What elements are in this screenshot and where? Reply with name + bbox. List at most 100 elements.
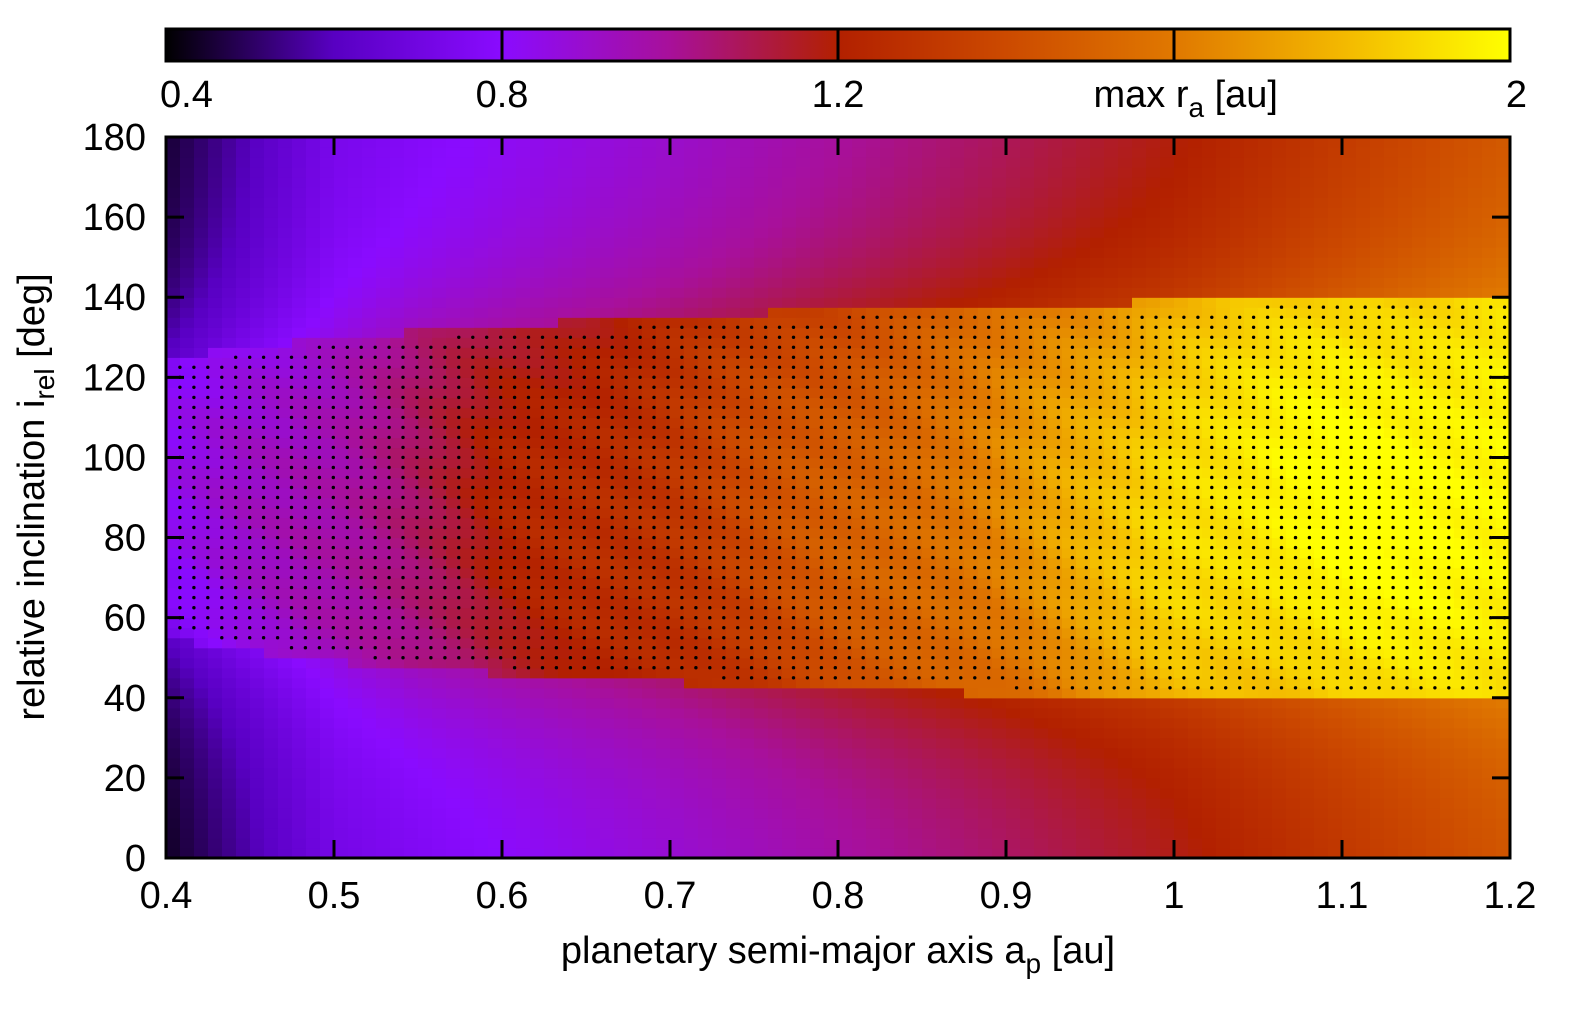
heatmap-cell [376, 207, 391, 218]
heatmap-cell [894, 347, 909, 358]
heatmap-cell [950, 627, 965, 639]
heatmap-cell [1104, 237, 1119, 248]
heatmap-cell [1034, 797, 1049, 809]
heatmap-cell [1076, 837, 1091, 849]
heatmap-cell [418, 247, 433, 258]
heatmap-cell [600, 707, 615, 719]
heatmap-cell [1048, 177, 1063, 188]
heatmap-cell [712, 547, 727, 559]
heatmap-cell [292, 597, 307, 609]
heatmap-cell [502, 167, 517, 178]
heatmap-cell [348, 457, 363, 469]
heatmap-cell [1090, 417, 1105, 428]
heatmap-cell [852, 527, 867, 539]
heatmap-cell [558, 197, 573, 208]
heatmap-cell [754, 297, 769, 308]
heatmap-cell [964, 247, 979, 258]
heatmap-cell [502, 617, 517, 629]
heatmap-cell [1076, 547, 1091, 559]
heatmap-cell [516, 437, 531, 449]
heatmap-cell [908, 687, 923, 699]
heatmap-cell [614, 397, 629, 408]
heatmap-cell [418, 587, 433, 599]
heatmap-cell [684, 757, 699, 769]
heatmap-cell [866, 777, 881, 789]
heatmap-cell [698, 377, 713, 388]
heatmap-cell [992, 237, 1007, 248]
heatmap-cell [488, 837, 503, 849]
heatmap-cell [740, 487, 755, 499]
heatmap-cell [432, 687, 447, 699]
heatmap-cell [950, 167, 965, 178]
heatmap-cell [530, 687, 545, 699]
heatmap-cell [530, 627, 545, 639]
heatmap-cell [950, 287, 965, 298]
heatmap-cell [712, 797, 727, 809]
heatmap-cell [992, 527, 1007, 539]
heatmap-cell [250, 167, 265, 178]
heatmap-cell [320, 267, 335, 278]
heatmap-cell [1020, 437, 1035, 449]
heatmap-cell [1118, 507, 1133, 519]
heatmap-cell [334, 717, 349, 729]
heatmap-cell [712, 627, 727, 639]
heatmap-cell [754, 637, 769, 649]
heatmap-cell [978, 557, 993, 569]
heatmap-cell [964, 647, 979, 659]
heatmap-cell [824, 807, 839, 819]
heatmap-cell [250, 337, 265, 348]
heatmap-cell [362, 777, 377, 789]
heatmap-cell [586, 517, 601, 529]
heatmap-cell [502, 537, 517, 549]
heatmap-cell [488, 677, 503, 689]
heatmap-cell [558, 467, 573, 479]
heatmap-cell [726, 387, 741, 398]
heatmap-cell [852, 287, 867, 298]
heatmap-cell [320, 247, 335, 258]
heatmap-cell [1118, 567, 1133, 579]
heatmap-cell [544, 847, 559, 859]
heatmap-cell [992, 617, 1007, 629]
heatmap-cell [880, 707, 895, 719]
heatmap-cell [516, 367, 531, 378]
heatmap-cell [278, 527, 293, 539]
heatmap-cell [740, 337, 755, 348]
heatmap-cell [320, 217, 335, 228]
heatmap-cell [698, 497, 713, 509]
heatmap-cell [992, 277, 1007, 288]
heatmap-cell [642, 427, 657, 439]
heatmap-cell [516, 707, 531, 719]
heatmap-cell [740, 817, 755, 829]
heatmap-cell [194, 767, 209, 779]
heatmap-cell [530, 207, 545, 218]
heatmap-cell [180, 507, 195, 519]
heatmap-cell [460, 447, 475, 459]
heatmap-cell [1048, 197, 1063, 208]
heatmap-cell [446, 667, 461, 679]
heatmap-cell [1006, 437, 1021, 449]
heatmap-cell [404, 847, 419, 859]
heatmap-cell [180, 577, 195, 589]
heatmap-cell [194, 407, 209, 418]
heatmap-cell [614, 387, 629, 398]
heatmap-cell [740, 257, 755, 268]
heatmap-cell [278, 487, 293, 499]
heatmap-cell [474, 827, 489, 839]
heatmap-cell [992, 367, 1007, 378]
heatmap-cell [894, 187, 909, 198]
heatmap-cell [222, 357, 237, 368]
heatmap-cell [1104, 347, 1119, 358]
heatmap-cell [1118, 767, 1133, 779]
heatmap-cell [726, 397, 741, 408]
heatmap-cell [474, 227, 489, 238]
heatmap-cell [698, 167, 713, 178]
heatmap-cell [642, 177, 657, 188]
heatmap-cell [670, 227, 685, 238]
heatmap-cell [740, 407, 755, 418]
heatmap-cell [488, 587, 503, 599]
heatmap-cell [586, 617, 601, 629]
heatmap-cell [908, 237, 923, 248]
heatmap-cell [1006, 307, 1021, 318]
heatmap-cell [530, 697, 545, 709]
heatmap-cell [810, 427, 825, 439]
